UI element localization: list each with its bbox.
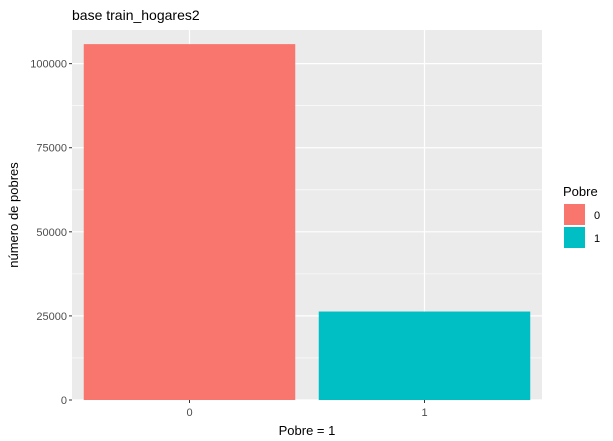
bars <box>83 44 531 401</box>
y-axis-ticks: 0 25000 50000 75000 100000 <box>30 59 72 407</box>
legend-title: Pobre <box>563 184 598 199</box>
y-axis-title: número de pobres <box>6 162 21 268</box>
chart-title: base train_hogares2 <box>72 7 200 23</box>
y-tick-label: 50000 <box>36 227 67 239</box>
legend-key-0 <box>564 204 585 225</box>
legend: Pobre 0 1 <box>563 184 600 248</box>
x-axis-title: Pobre = 1 <box>279 423 336 438</box>
y-tick-label: 100000 <box>30 59 67 71</box>
y-tick-label: 75000 <box>36 143 67 155</box>
legend-key-1 <box>564 227 585 248</box>
x-tick-label: 0 <box>186 407 192 419</box>
bar-1 <box>318 311 531 400</box>
x-tick-label: 1 <box>421 407 427 419</box>
y-tick-label: 25000 <box>36 311 67 323</box>
bar-0 <box>83 44 296 401</box>
legend-label: 0 <box>594 210 600 222</box>
y-tick-label: 0 <box>61 395 67 407</box>
legend-label: 1 <box>594 233 600 245</box>
